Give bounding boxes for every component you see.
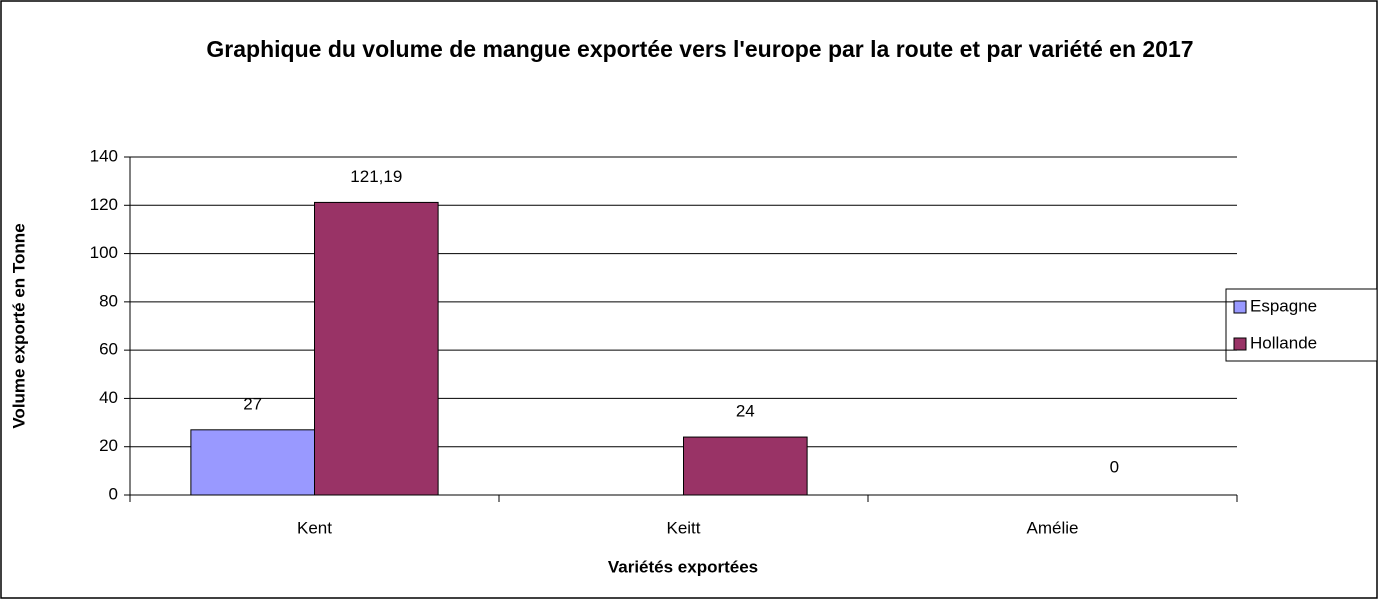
data-label: 27 (243, 394, 262, 413)
x-tick-label: Keitt (666, 518, 700, 537)
legend-swatch (1233, 337, 1247, 351)
y-tick-label: 120 (90, 195, 118, 214)
legend-box (1225, 288, 1378, 362)
legend-label: Espagne (1250, 296, 1317, 315)
x-tick-label: Amélie (1027, 518, 1079, 537)
bar (314, 201, 439, 496)
y-tick-label: 0 (109, 484, 118, 503)
bar (190, 429, 315, 496)
y-tick-label: 100 (90, 243, 118, 262)
x-axis-label: Variétés exportées (608, 557, 758, 576)
data-label: 121,19 (350, 167, 402, 186)
y-tick-label: 20 (99, 436, 118, 455)
legend-swatch (1233, 300, 1247, 314)
bar (683, 436, 808, 496)
y-tick-label: 140 (90, 146, 118, 165)
chart-title: Graphique du volume de mangue exportée v… (206, 36, 1194, 62)
y-tick-label: 60 (99, 340, 118, 359)
y-axis-label: Volume exporté en Tonne (9, 223, 28, 428)
y-tick-label: 40 (99, 388, 118, 407)
legend-label: Hollande (1250, 333, 1317, 352)
x-tick-label: Kent (297, 518, 332, 537)
y-tick-label: 80 (99, 291, 118, 310)
data-label: 24 (736, 402, 755, 421)
data-label: 0 (1110, 457, 1119, 476)
